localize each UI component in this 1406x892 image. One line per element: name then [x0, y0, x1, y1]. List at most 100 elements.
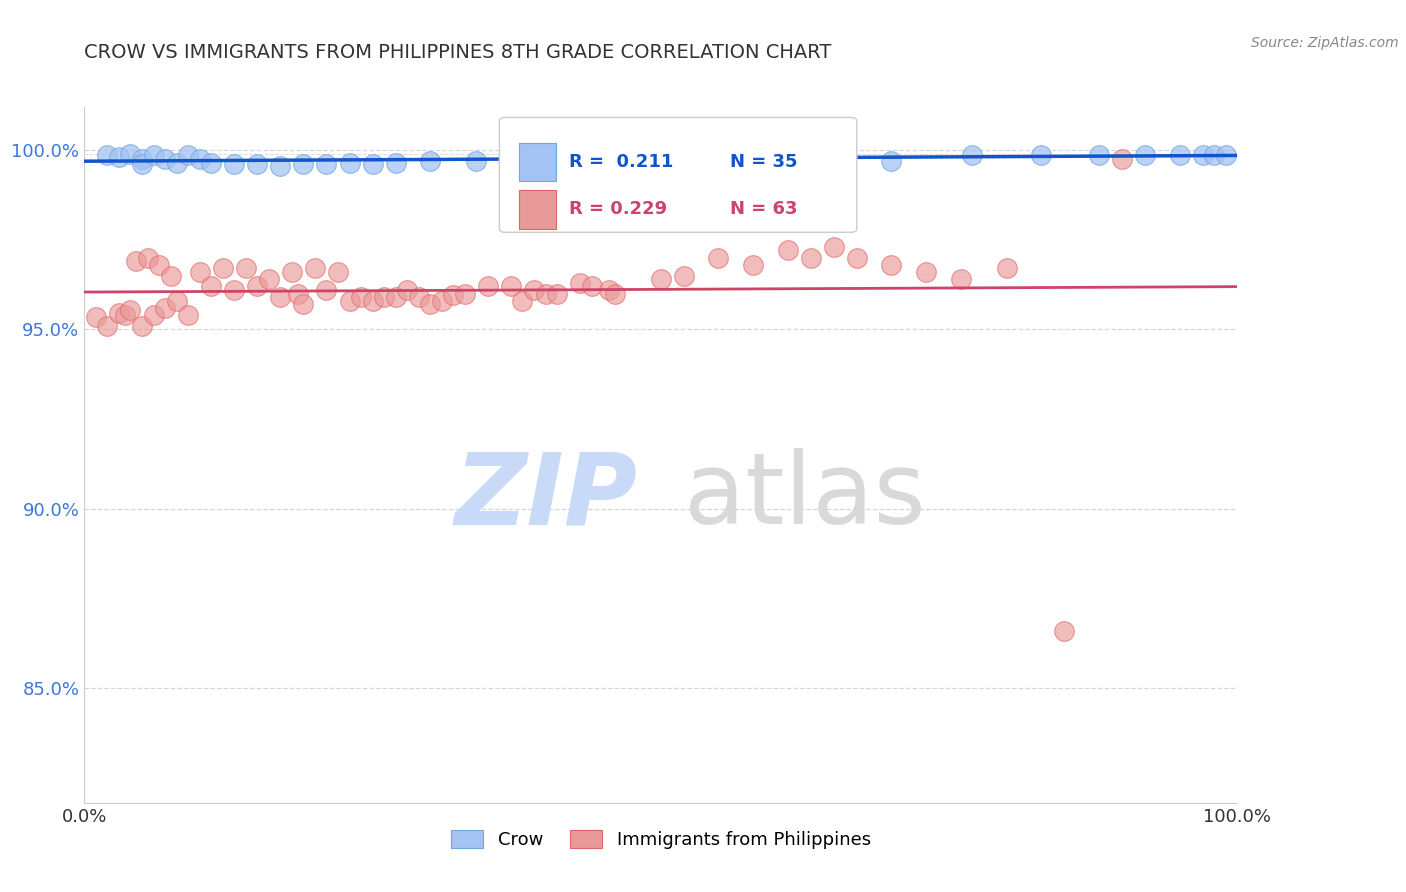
Point	[211, 261, 233, 276]
Point	[177, 148, 200, 162]
Point	[224, 283, 246, 297]
Point	[465, 153, 488, 168]
Point	[1133, 148, 1156, 162]
Point	[361, 293, 384, 308]
FancyBboxPatch shape	[499, 118, 856, 232]
Point	[845, 251, 868, 265]
Point	[800, 251, 823, 265]
Point	[960, 148, 983, 162]
Point	[512, 293, 534, 308]
Point	[315, 283, 337, 297]
Point	[477, 279, 499, 293]
Point	[292, 297, 315, 311]
Point	[1191, 148, 1213, 162]
Point	[125, 254, 148, 268]
Point	[339, 293, 361, 308]
Point	[880, 258, 903, 272]
Point	[603, 286, 626, 301]
Point	[1031, 148, 1053, 162]
Point	[96, 318, 118, 333]
Point	[153, 152, 176, 166]
Point	[672, 268, 695, 283]
Point	[384, 290, 406, 304]
Point	[776, 244, 799, 258]
Point	[269, 159, 291, 173]
Point	[120, 302, 142, 317]
Point	[419, 153, 441, 168]
Point	[430, 293, 453, 308]
Text: CROW VS IMMIGRANTS FROM PHILIPPINES 8TH GRADE CORRELATION CHART: CROW VS IMMIGRANTS FROM PHILIPPINES 8TH …	[84, 44, 832, 62]
Point	[350, 290, 373, 304]
Point	[800, 148, 823, 162]
Point	[598, 283, 620, 297]
Point	[224, 157, 246, 171]
Point	[995, 261, 1018, 276]
Point	[373, 290, 395, 304]
Point	[880, 153, 903, 168]
Point	[235, 261, 257, 276]
Point	[304, 261, 326, 276]
Point	[1111, 152, 1133, 166]
Point	[650, 272, 672, 286]
Point	[512, 152, 534, 166]
Point	[499, 279, 522, 293]
Point	[396, 283, 419, 297]
Point	[136, 251, 159, 265]
Point	[131, 318, 153, 333]
Point	[96, 148, 118, 162]
Text: R = 0.229: R = 0.229	[568, 201, 666, 219]
Point	[84, 310, 107, 324]
Point	[419, 297, 441, 311]
Point	[534, 286, 557, 301]
Point	[546, 286, 568, 301]
Point	[257, 272, 280, 286]
Point	[269, 290, 291, 304]
Point	[281, 265, 304, 279]
Point	[627, 148, 650, 162]
Point	[287, 286, 309, 301]
Point	[148, 258, 170, 272]
Point	[315, 157, 337, 171]
Point	[915, 265, 938, 279]
Point	[188, 152, 211, 166]
Text: R =  0.211: R = 0.211	[568, 153, 673, 171]
Point	[742, 258, 765, 272]
Point	[120, 146, 142, 161]
Legend: Crow, Immigrants from Philippines: Crow, Immigrants from Philippines	[443, 822, 879, 856]
Point	[569, 148, 592, 162]
Point	[707, 148, 730, 162]
Point	[823, 240, 845, 254]
Point	[108, 306, 131, 320]
Text: N = 63: N = 63	[730, 201, 797, 219]
Point	[153, 301, 176, 315]
Point	[384, 155, 406, 169]
Point	[108, 150, 131, 164]
Point	[1053, 624, 1076, 638]
Point	[707, 251, 730, 265]
Text: ZIP: ZIP	[454, 448, 638, 545]
FancyBboxPatch shape	[519, 190, 555, 228]
Point	[292, 157, 315, 171]
Text: atlas: atlas	[683, 448, 925, 545]
Point	[569, 276, 592, 290]
Point	[114, 308, 136, 322]
Point	[326, 265, 349, 279]
Point	[160, 268, 183, 283]
Point	[361, 157, 384, 171]
Point	[131, 152, 153, 166]
Point	[200, 279, 222, 293]
Point	[1168, 148, 1191, 162]
Point	[1204, 148, 1226, 162]
Point	[1215, 148, 1237, 162]
Point	[142, 148, 165, 162]
Point	[188, 265, 211, 279]
Point	[177, 308, 200, 322]
Point	[166, 155, 188, 169]
Point	[339, 155, 361, 169]
Point	[246, 279, 269, 293]
Text: N = 35: N = 35	[730, 153, 797, 171]
Point	[131, 157, 153, 171]
Point	[581, 279, 603, 293]
Point	[200, 155, 222, 169]
Point	[523, 283, 546, 297]
